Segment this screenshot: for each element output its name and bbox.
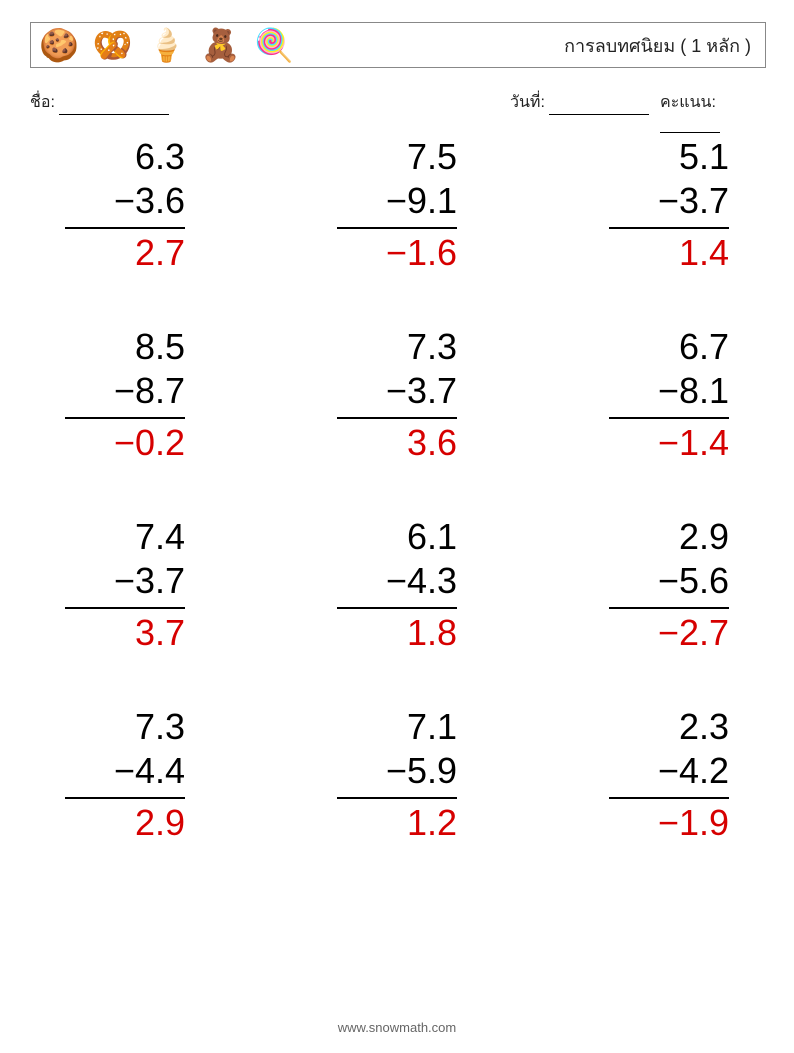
header-box: 🍪 🥨 🍦 🧸 🍭 การลบทศนิยม ( 1 หลัก ) [30,22,766,68]
problem: 5.1−3.7 1.4 [584,135,754,275]
subtrahend: −9.1 [337,179,457,223]
minuend: 2.9 [609,515,729,559]
equals-bar [337,797,457,799]
minuend: 6.7 [609,325,729,369]
equals-bar [65,797,185,799]
pretzel-icon: 🥨 [93,25,133,65]
equals-bar [609,607,729,609]
equals-bar [609,227,729,229]
minuend: 8.5 [65,325,185,369]
answer: 2.7 [65,231,185,275]
problem-row: 7.4−3.7 3.7 6.1−4.3 1.8 2.9−5.6 −2.7 [40,515,754,655]
worksheet-title: การลบทศนิยม ( 1 หลัก ) [564,23,751,67]
minuend: 5.1 [609,135,729,179]
problem-row: 8.5−8.7 −0.2 7.3−3.7 3.6 6.7−8.1 −1.4 [40,325,754,465]
score-blank [660,116,720,133]
problem-row: 6.3−3.6 2.7 7.5−9.1 −1.6 5.1−3.7 1.4 [40,135,754,275]
subtrahend: −5.9 [337,749,457,793]
subtrahend: −3.7 [65,559,185,603]
subtrahend: −8.1 [609,369,729,413]
subtrahend: −4.2 [609,749,729,793]
problem: 7.4−3.7 3.7 [40,515,210,655]
name-field: ชื่อ: [30,90,169,115]
subtrahend: −5.6 [609,559,729,603]
date-blank [549,98,649,115]
score-field: คะแนน: [660,90,764,133]
problem: 7.5−9.1 −1.6 [312,135,482,275]
problem: 6.3−3.6 2.7 [40,135,210,275]
equals-bar [337,227,457,229]
minuend: 7.4 [65,515,185,559]
minuend: 6.3 [65,135,185,179]
equals-bar [609,797,729,799]
answer: 3.6 [337,421,457,465]
answer: 1.2 [337,801,457,845]
answer: 3.7 [65,611,185,655]
footer-url: www.snowmath.com [0,1020,794,1035]
problem: 7.3−4.4 2.9 [40,705,210,845]
equals-bar [65,607,185,609]
answer: 1.8 [337,611,457,655]
minuend: 7.1 [337,705,457,749]
cookie-icon: 🍪 [39,25,79,65]
problem: 2.3−4.2 −1.9 [584,705,754,845]
subtrahend: −4.4 [65,749,185,793]
name-label: ชื่อ: [30,94,55,111]
candy-icon: 🍭 [254,25,294,65]
problem: 2.9−5.6 −2.7 [584,515,754,655]
problem: 8.5−8.7 −0.2 [40,325,210,465]
answer: −0.2 [65,421,185,465]
answer: −1.9 [609,801,729,845]
subtrahend: −3.7 [609,179,729,223]
equals-bar [65,417,185,419]
minuend: 7.3 [65,705,185,749]
subtrahend: −3.7 [337,369,457,413]
equals-bar [337,607,457,609]
problem: 6.7−8.1 −1.4 [584,325,754,465]
date-label: วันที่: [510,94,545,111]
icecream-icon: 🍦 [147,25,187,65]
minuend: 6.1 [337,515,457,559]
problem: 7.1−5.9 1.2 [312,705,482,845]
answer: −1.6 [337,231,457,275]
minuend: 2.3 [609,705,729,749]
problem-row: 7.3−4.4 2.9 7.1−5.9 1.2 2.3−4.2 −1.9 [40,705,754,845]
subtrahend: −3.6 [65,179,185,223]
answer: 2.9 [65,801,185,845]
problems-grid: 6.3−3.62.77.5−9.1−1.65.1−3.71.48.5−8.7−0… [40,135,754,895]
minuend: 7.5 [337,135,457,179]
problem: 6.1−4.3 1.8 [312,515,482,655]
name-blank [59,98,169,115]
subtrahend: −4.3 [337,559,457,603]
teddy-icon: 🧸 [201,25,241,65]
date-field: วันที่: [510,90,649,115]
equals-bar [609,417,729,419]
header-icons: 🍪 🥨 🍦 🧸 🍭 [39,25,294,65]
problem: 7.3−3.7 3.6 [312,325,482,465]
answer: −1.4 [609,421,729,465]
score-label: คะแนน: [660,94,716,111]
minuend: 7.3 [337,325,457,369]
answer: −2.7 [609,611,729,655]
answer: 1.4 [609,231,729,275]
equals-bar [337,417,457,419]
subtrahend: −8.7 [65,369,185,413]
equals-bar [65,227,185,229]
